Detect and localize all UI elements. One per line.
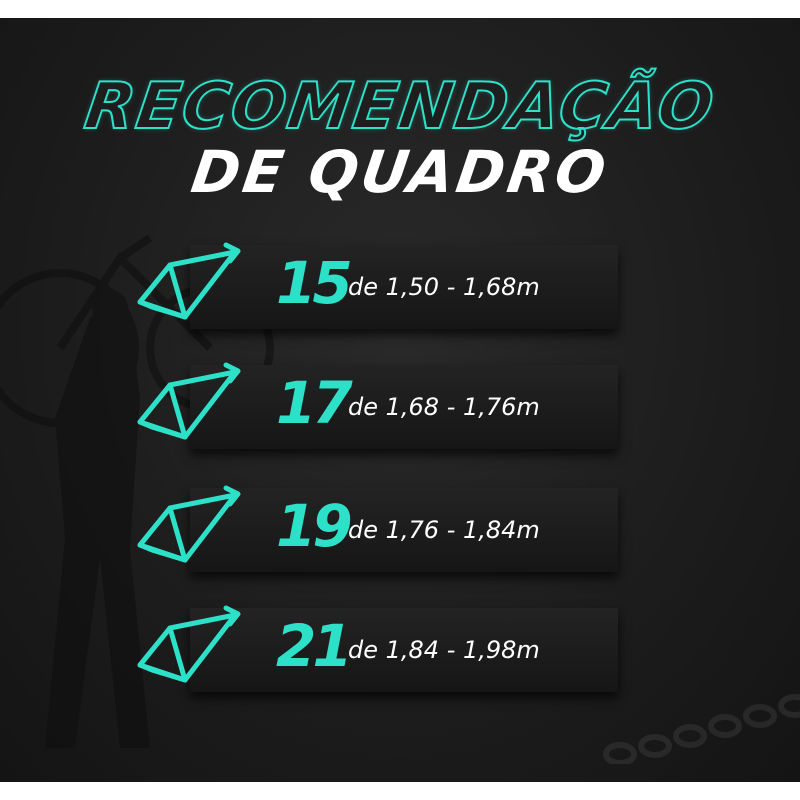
height-range: de 1,68 - 1,76m [348,393,540,421]
bike-frame-icon [137,362,241,440]
size-row: 21 de 1,84 - 1,98m [137,605,618,692]
title-line2: DE QUADRO [187,138,613,206]
bike-frame-icon [137,605,241,683]
title-line1: RECOMENDAÇÃO [79,69,720,145]
size-row: 19 de 1,76 - 1,84m [137,485,618,572]
height-range: de 1,84 - 1,98m [348,636,540,664]
height-range: de 1,76 - 1,84m [348,516,540,544]
size-row: 17 de 1,68 - 1,76m [137,362,618,449]
frame-size: 15 [276,249,353,317]
chain-decoration [603,694,800,764]
height-range: de 1,50 - 1,68m [348,273,540,301]
frame-size: 21 [276,612,353,680]
bike-frame-icon [137,485,241,563]
frame-size: 17 [276,369,353,437]
frame-size: 19 [276,492,353,560]
size-row: 15 de 1,50 - 1,68m [137,242,618,329]
bike-frame-icon [137,242,241,320]
